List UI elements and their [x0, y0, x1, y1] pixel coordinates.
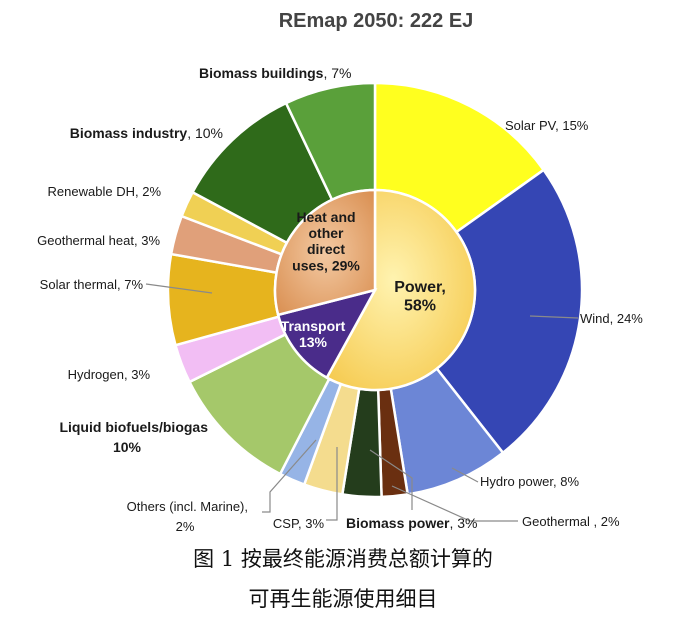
inner-slice-1 [276, 288, 378, 380]
leader-line-2 [451, 467, 479, 483]
outer-label-7: Liquid biofuels/biogas [59, 419, 208, 435]
outer-label-2: Hydro power, 8% [480, 474, 579, 489]
leader-line-6 [262, 439, 317, 513]
outer-label-1: Wind, 24% [580, 311, 643, 326]
outer-label-13: Biomass buildings, 7% [199, 65, 351, 81]
outer-label-12: Biomass industry, 10% [70, 125, 223, 141]
inner-label-0-0: Power, [394, 279, 446, 296]
inner-label-2-1: other [309, 225, 345, 241]
inner-label-1-1: 13% [299, 334, 328, 350]
outer-label-pct-7: 10% [113, 439, 142, 455]
leader-line-3 [391, 485, 518, 522]
outer-label-5: CSP, 3% [273, 516, 325, 531]
outer-label-9: Solar thermal, 7% [40, 277, 144, 292]
inner-slice-2 [273, 188, 377, 317]
inner-label-0-1: 58% [404, 297, 436, 314]
outer-label-pct-6: 2% [176, 519, 195, 534]
leader-line-1 [529, 315, 579, 319]
outer-label-11: Renewable DH, 2% [48, 184, 162, 199]
inner-label-1-0: Transport [281, 318, 346, 334]
outer-label-4: Biomass power, 3% [346, 515, 478, 531]
outer-label-0: Solar PV, 15% [505, 118, 589, 133]
leader-line-9 [145, 283, 213, 294]
figure-caption-line2: 可再生能源使用细目 [248, 587, 438, 611]
leader-line-5 [326, 447, 338, 521]
inner-label-2-0: Heat and [296, 209, 355, 225]
inner-slice-0 [325, 188, 477, 392]
leader-line-4 [369, 449, 413, 510]
outer-label-3: Geothermal , 2% [522, 514, 620, 529]
figure-caption-line1: 图 1 按最终能源消费总额计算的 [193, 547, 493, 571]
chart-title: REmap 2050: 222 EJ [279, 10, 474, 32]
outer-label-6: Others (incl. Marine), [127, 499, 248, 514]
outer-label-10: Geothermal heat, 3% [37, 233, 160, 248]
outer-label-8: Hydrogen, 3% [68, 367, 151, 382]
inner-label-2-2: direct [307, 241, 345, 257]
inner-label-2-3: uses, 29% [292, 257, 360, 273]
